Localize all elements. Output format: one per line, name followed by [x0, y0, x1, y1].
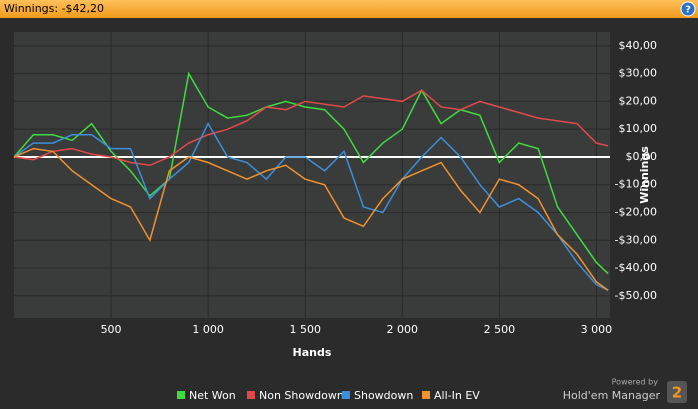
header-title: Winnings: -$42,20 — [4, 2, 104, 15]
y-tick-label: -$20,00 — [615, 205, 657, 218]
series-line — [13, 122, 609, 291]
x-tick-label: 1 000 — [192, 323, 224, 336]
help-label[interactable]: ? — [685, 5, 691, 16]
x-tick-label: 2 000 — [387, 323, 419, 336]
legend-swatch — [342, 391, 350, 399]
y-tick-label: $0,00 — [626, 150, 658, 163]
y-tick-label: $10,00 — [619, 122, 658, 135]
legend-swatch — [177, 391, 185, 399]
logo-version: 2 — [672, 384, 682, 402]
header-bar — [0, 0, 698, 18]
legend-swatch — [247, 391, 255, 399]
legend-label: Showdown — [354, 389, 413, 402]
y-tick-label: $30,00 — [619, 67, 658, 80]
x-tick-label: 2 500 — [484, 323, 516, 336]
help-icon[interactable] — [680, 1, 696, 17]
plot-area — [14, 32, 610, 318]
product-name: Hold'em Manager — [563, 389, 661, 402]
y-tick-label: $20,00 — [619, 94, 658, 107]
y-tick-label: -$40,00 — [615, 261, 657, 274]
y-axis-title: Winnings — [638, 146, 651, 204]
y-tick-label: -$30,00 — [615, 233, 657, 246]
y-tick-label: -$50,00 — [615, 289, 657, 302]
x-tick-label: 500 — [101, 323, 122, 336]
powered-by: Powered by — [612, 378, 659, 387]
y-tick-label: -$10,00 — [615, 178, 657, 191]
series-line — [13, 89, 609, 167]
y-tick-label: $40,00 — [619, 39, 658, 52]
x-axis-title: Hands — [293, 346, 332, 359]
legend-label: Net Won — [189, 389, 236, 402]
legend-swatch — [422, 391, 430, 399]
legend-label: Non Showdown — [259, 389, 344, 402]
logo-box — [667, 381, 687, 403]
x-tick-label: 3 000 — [581, 323, 613, 336]
series-line — [13, 71, 609, 275]
legend-label: All-In EV — [434, 389, 480, 402]
x-tick-label: 1 500 — [289, 323, 321, 336]
series-line — [13, 147, 609, 291]
